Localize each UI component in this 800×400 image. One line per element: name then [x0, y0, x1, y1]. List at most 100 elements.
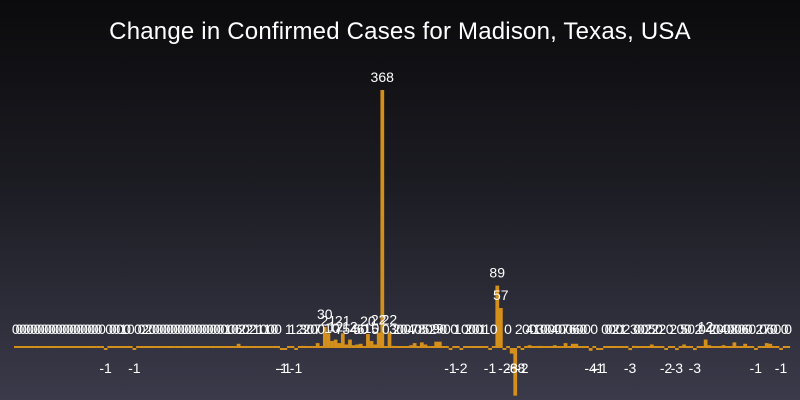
data-label-126: 2	[465, 321, 473, 337]
data-label-74: -1	[275, 360, 288, 376]
data-label-63: 2	[238, 321, 246, 337]
bar-34	[136, 346, 140, 348]
bar-36	[143, 346, 148, 348]
bar-85	[319, 346, 324, 348]
bar-9	[46, 346, 51, 348]
data-label-28: 0	[112, 321, 120, 337]
bar-148	[545, 346, 550, 348]
bar-171	[628, 348, 633, 351]
data-label-60: 0	[227, 321, 235, 337]
data-label-131: 1	[483, 321, 491, 337]
bar-25	[103, 348, 108, 350]
bar-29	[118, 346, 122, 348]
bar-48	[186, 346, 191, 348]
data-label-16: 0	[69, 321, 77, 337]
data-label-68: 1	[256, 321, 264, 337]
bar-118	[437, 341, 442, 348]
data-label-77: 1	[289, 321, 297, 337]
bar-11	[53, 346, 58, 348]
bar-176	[646, 346, 651, 348]
bar-122	[452, 346, 457, 348]
data-label-198: 0	[723, 321, 731, 337]
data-label-206: -1	[750, 360, 763, 376]
bar-112	[416, 346, 421, 348]
data-label-43: 0	[166, 321, 174, 337]
data-label-42: 0	[163, 321, 171, 337]
bar-152	[560, 346, 564, 348]
data-label-20: 0	[84, 321, 92, 337]
bar-22	[93, 346, 97, 348]
bar-105	[391, 345, 395, 348]
data-label-94: 4	[350, 321, 358, 337]
data-label-64: 0	[242, 321, 250, 337]
data-label-164: 0	[601, 321, 609, 337]
data-label-38: 0	[148, 321, 156, 337]
data-label-109: 0	[403, 321, 411, 337]
bar-35	[139, 346, 144, 348]
bar-37	[146, 346, 151, 348]
bar-89	[333, 339, 338, 348]
data-label-80: 3	[299, 321, 307, 337]
data-label-104: 22	[382, 312, 398, 328]
data-label-135: 57	[493, 287, 509, 303]
data-label-73: 0	[274, 321, 282, 337]
data-label-190: 2	[694, 321, 702, 337]
bar-189	[693, 348, 697, 351]
data-label-105: 3	[389, 321, 397, 337]
bar-43	[168, 346, 173, 348]
bar-55	[211, 346, 216, 348]
bar-141	[520, 348, 525, 350]
data-label-96: 6	[357, 321, 365, 337]
data-label-69: 0	[260, 321, 268, 337]
bar-15	[67, 346, 72, 348]
data-label-2: 0	[19, 321, 27, 337]
bar-168	[617, 346, 622, 348]
data-label-81: 2	[303, 321, 311, 337]
data-label-39: 0	[152, 321, 160, 337]
bar-130	[481, 346, 485, 348]
bar-70	[265, 346, 270, 348]
data-label-14: 0	[62, 321, 70, 337]
bar-104	[387, 332, 392, 348]
data-label-102: 368	[371, 69, 395, 85]
bar-41	[161, 346, 166, 348]
data-label-7: 0	[37, 321, 45, 337]
bar-64	[243, 346, 248, 348]
data-label-211: 0	[770, 321, 778, 337]
data-label-114: 5	[421, 321, 429, 337]
data-label-123: 1	[454, 321, 462, 337]
data-label-213: -1	[775, 360, 788, 376]
data-label-67: 1	[253, 321, 261, 337]
data-label-107: 0	[396, 321, 404, 337]
bar-140	[516, 346, 521, 348]
data-label-112: 0	[414, 321, 422, 337]
bar-88	[330, 340, 334, 348]
data-label-210: 6	[766, 321, 774, 337]
data-label-195: 0	[712, 321, 720, 337]
bar-127	[470, 346, 474, 348]
data-label-3: 0	[23, 321, 31, 337]
data-label-31: 0	[123, 321, 131, 337]
bar-96	[358, 343, 363, 348]
data-label-183: 2	[669, 321, 677, 337]
bar-99	[369, 340, 374, 348]
bar-198	[725, 346, 730, 348]
bar-17	[75, 346, 79, 348]
data-label-144: 0	[529, 321, 537, 337]
data-label-70: 1	[263, 321, 271, 337]
data-label-30: 1	[120, 321, 128, 337]
data-label-129: 0	[475, 321, 483, 337]
data-label-111: 7	[411, 321, 419, 337]
data-label-25: -1	[99, 360, 112, 376]
bar-26	[107, 346, 112, 348]
data-label-143: 4	[526, 321, 534, 337]
bar-175	[642, 346, 647, 348]
data-label-179: 0	[655, 321, 663, 337]
bar-193	[707, 345, 712, 348]
data-label-84: 7	[314, 321, 322, 337]
bar-197	[721, 345, 726, 348]
data-label-134: 89	[489, 265, 505, 281]
bar-149	[549, 346, 554, 348]
bar-128	[473, 346, 478, 348]
bar-90	[337, 343, 342, 348]
